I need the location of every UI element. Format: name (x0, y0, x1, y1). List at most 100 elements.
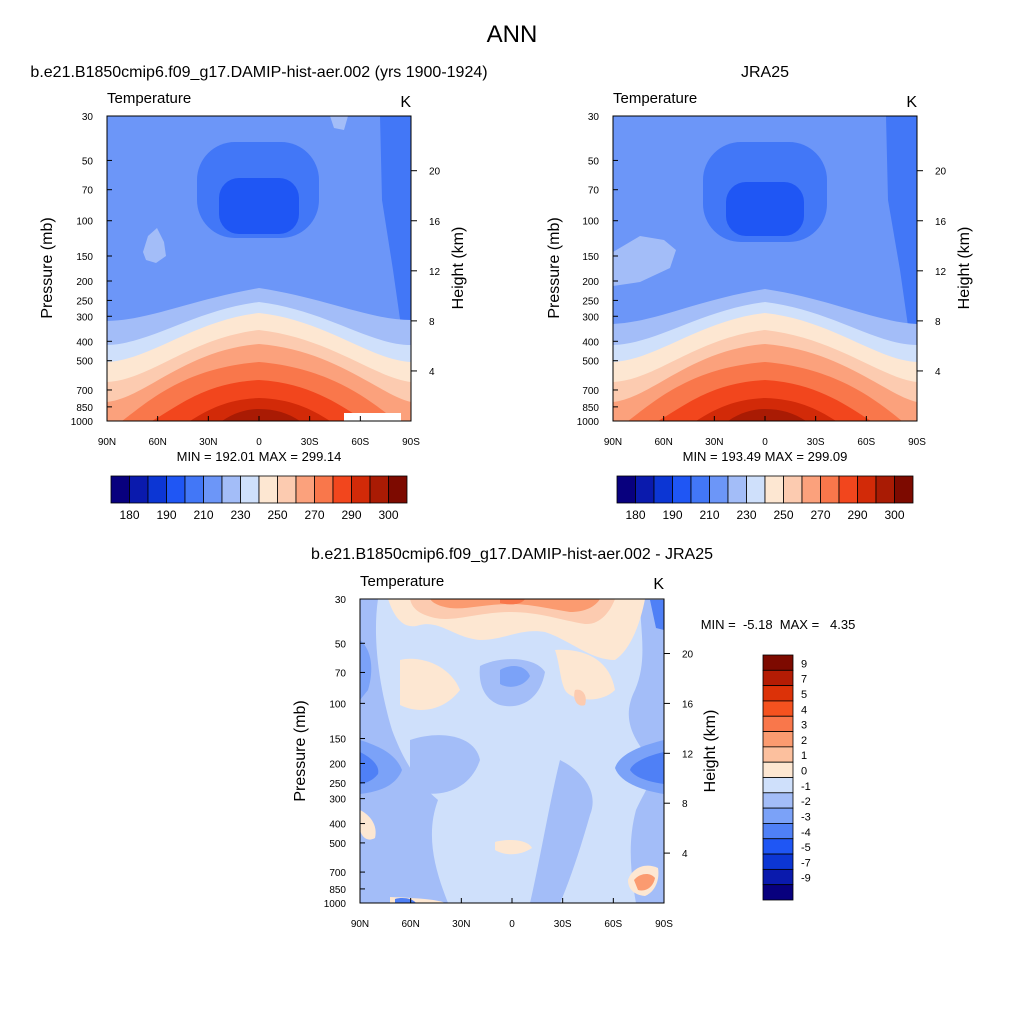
x-tick-label: 30N (199, 437, 217, 448)
colorbar-swatch (184, 475, 204, 504)
left-string: Temperature (360, 573, 444, 590)
y-tick-label: 100 (329, 699, 346, 710)
right-tick-label: 16 (429, 217, 441, 228)
figure-title: ANN (487, 21, 538, 48)
right-tick-label: 16 (682, 699, 694, 710)
x-tick-label: 60N (148, 437, 166, 448)
colorbar-swatch (166, 475, 186, 504)
colorbar-swatch (857, 475, 877, 504)
contour-field (360, 599, 664, 903)
y-tick-label: 500 (76, 357, 93, 368)
y-tick-label: 400 (582, 337, 599, 348)
right-string: K (653, 576, 664, 593)
y-tick-label: 200 (582, 277, 599, 288)
colorbar-label: 210 (193, 508, 213, 522)
y-tick-label: 1000 (577, 417, 600, 428)
colorbar-label: 300 (378, 508, 398, 522)
y-tick-label: 700 (582, 386, 599, 397)
y-tick-label: 70 (335, 668, 347, 679)
right-tick-label: 12 (935, 267, 947, 278)
y-tick-label: 150 (582, 252, 599, 263)
y-tick-label: 850 (582, 403, 599, 414)
y-tick-label: 150 (76, 252, 93, 263)
panel-model: b.e21.B1850cmip6.f09_g17.DAMIP-hist-aer.… (30, 64, 487, 522)
x-tick-label: 30S (554, 919, 572, 930)
colorbar-swatch (110, 475, 130, 504)
colorbar-swatch (762, 746, 794, 763)
panel-difference: b.e21.B1850cmip6.f09_g17.DAMIP-hist-aer.… (292, 546, 855, 930)
colorbar-swatch (314, 475, 334, 504)
colorbar-swatch (240, 475, 260, 504)
colorbar-label: 5 (801, 689, 807, 701)
colorbar-swatch (894, 475, 914, 504)
colorbar-label: 9 (801, 658, 807, 670)
colorbar-label: 3 (801, 720, 807, 732)
y-tick-label: 70 (82, 186, 94, 197)
right-axis-label: Height (km) (702, 710, 719, 793)
right-tick-label: 4 (935, 367, 941, 378)
x-tick-label: 60S (857, 437, 875, 448)
colorbar-swatch (762, 807, 794, 824)
panel-title: b.e21.B1850cmip6.f09_g17.DAMIP-hist-aer.… (30, 64, 487, 81)
colorbar-swatch (762, 685, 794, 702)
y-tick-label: 50 (588, 156, 600, 167)
colorbar-swatch (672, 475, 692, 504)
x-tick-label: 60N (654, 437, 672, 448)
colorbar-swatch (783, 475, 803, 504)
colorbar-swatch (820, 475, 840, 504)
y-tick-label: 30 (335, 595, 347, 606)
colorbar-label: 7 (801, 674, 807, 686)
colorbar-label: 270 (304, 508, 324, 522)
y-tick-label: 400 (76, 337, 93, 348)
y-tick-label: 500 (329, 839, 346, 850)
colorbar-swatch (746, 475, 766, 504)
right-tick-label: 8 (935, 317, 941, 328)
panel-title: JRA25 (741, 64, 789, 81)
colorbar-swatch (203, 475, 223, 504)
x-tick-label: 30S (301, 437, 319, 448)
colorbar-swatch (277, 475, 297, 504)
y-axis-label: Pressure (mb) (546, 217, 563, 318)
colorbar-swatch (762, 838, 794, 855)
colorbar-label: 180 (625, 508, 645, 522)
panel-reference: JRA25 Temperature K 90N 60N 30N 0 30S 60S 90S … (546, 64, 973, 522)
colorbar-label: 190 (156, 508, 176, 522)
left-string: Temperature (107, 90, 191, 107)
colorbar-swatch (762, 777, 794, 794)
min-max-text: MIN = 192.01 MAX = 299.14 (177, 449, 342, 464)
colorbar-swatch (635, 475, 655, 504)
y-tick-label: 1000 (324, 899, 347, 910)
colorbar-swatch (762, 654, 794, 671)
y-axis-label: Pressure (mb) (39, 217, 56, 318)
colorbar-swatch (762, 823, 794, 840)
colorbar-label: 250 (267, 508, 287, 522)
colorbar-label: -3 (801, 811, 811, 823)
x-tick-label: 90S (655, 919, 673, 930)
panel-title: b.e21.B1850cmip6.f09_g17.DAMIP-hist-aer.… (311, 546, 713, 563)
colorbar-swatch (653, 475, 673, 504)
right-tick-label: 20 (935, 167, 947, 178)
y-tick-label: 700 (329, 868, 346, 879)
y-tick-label: 70 (588, 186, 600, 197)
colorbar-label: 210 (699, 508, 719, 522)
colorbar-swatch (762, 868, 794, 886)
colorbar-label: -4 (801, 827, 811, 839)
x-tick-label: 90S (402, 437, 420, 448)
colorbar-label: 290 (341, 508, 361, 522)
y-axis-label: Pressure (mb) (292, 700, 309, 801)
colorbar-label: 1 (801, 750, 807, 762)
x-tick-label: 30N (705, 437, 723, 448)
colorbar-label: 2 (801, 735, 807, 747)
y-tick-label: 200 (329, 759, 346, 770)
y-tick-label: 250 (329, 779, 346, 790)
colorbar-label: 270 (810, 508, 830, 522)
colorbar-swatch (709, 475, 729, 504)
colorbar-label: 0 (801, 766, 807, 778)
x-tick-label: 90N (604, 437, 622, 448)
colorbar-swatch (727, 475, 747, 504)
y-tick-label: 50 (82, 156, 94, 167)
y-tick-label: 150 (329, 735, 346, 746)
colorbar-swatch (369, 475, 389, 504)
colorbar-label: 190 (662, 508, 682, 522)
colorbar-swatch (388, 475, 408, 504)
